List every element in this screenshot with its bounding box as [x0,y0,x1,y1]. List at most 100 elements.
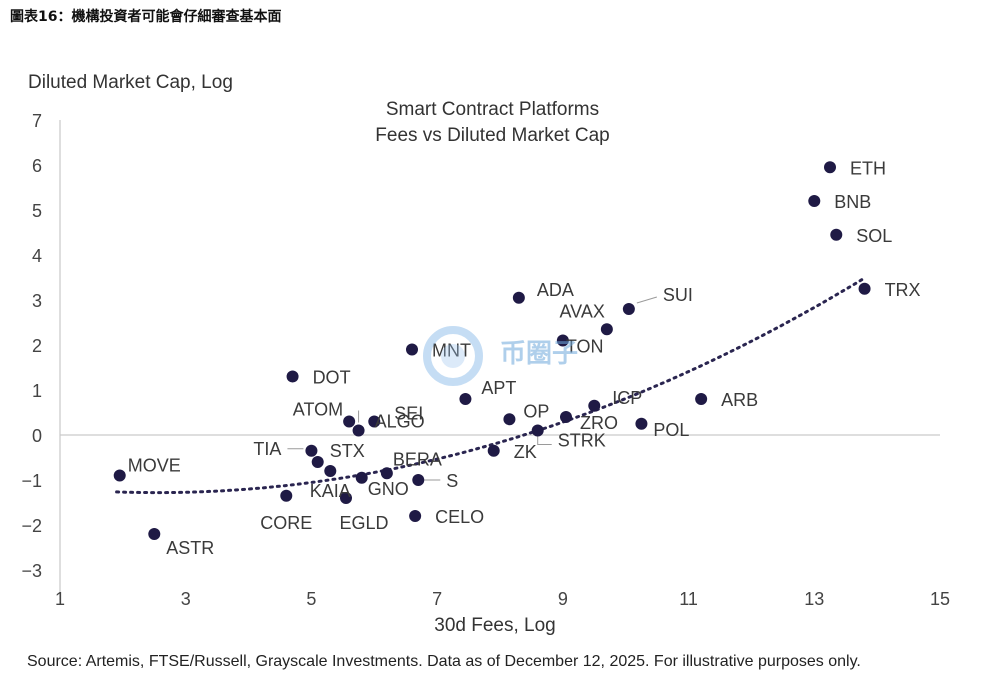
y-tick-label: 7 [32,111,42,131]
point-label-pol: POL [653,420,689,440]
x-tick-label: 11 [679,589,698,609]
y-tick-label: 3 [32,291,42,311]
data-point-sui [622,303,635,315]
chart-subtitle: Fees vs Diluted Market Cap [375,125,610,146]
point-label-trx: TRX [885,280,921,300]
data-point-tia [305,444,318,457]
data-point-move [113,469,126,482]
x-tick-label: 5 [306,589,316,609]
point-label-ton: TON [566,337,604,357]
x-tick-label: 3 [181,589,191,609]
point-label-bera: BERA [393,449,442,469]
data-point-sei [368,415,381,428]
point-label-icp: ICP [612,388,642,408]
point-label-s: S [446,471,458,491]
point-label-algo: ALGO [375,412,425,432]
y-tick-label: 4 [32,246,42,266]
point-label-ada: ADA [537,280,574,300]
data-point-algo [352,424,365,437]
data-point-zro [560,411,572,423]
point-labels: ETH BNB SOL TRX ADA SUI AVAX TON MNT DOT APT ARB ICP… [128,158,921,558]
point-label-zk: ZK [514,442,537,462]
data-point-bnb [808,195,821,207]
trendline [115,276,867,495]
label-leaders [287,296,658,481]
x-tick-label: 1 [55,589,65,609]
data-point-celo [409,510,422,522]
point-label-zro: ZRO [580,413,618,433]
x-axis-label: 30d Fees, Log [434,615,556,636]
watermark-text: 币圈子 [500,339,579,369]
data-point-ton [556,334,569,347]
figure-header: 圖表16：機構投資者可能會仔細審查基本面 [10,9,282,25]
point-label-arb: ARB [721,390,758,410]
data-point-egld [340,492,352,504]
data-point-atom [343,415,356,428]
data-point-pol [635,417,648,430]
data-point-core [280,489,293,502]
y-tick-label: −1 [21,471,42,491]
y-tick-label: −2 [21,516,42,536]
data-point-eth [824,161,836,174]
data-point-zk [487,444,500,457]
point-label-apt: APT [481,378,516,398]
data-point-sol [830,228,843,241]
data-point-dot [286,370,299,383]
data-point-stx [311,456,324,468]
point-label-bnb: BNB [834,192,871,212]
point-label-sol: SOL [856,226,892,246]
y-tick-label: 6 [32,156,42,176]
chart-title: Smart Contract Platforms [385,99,600,120]
y-tick-label: −3 [21,561,42,581]
point-label-tia: TIA [253,439,281,459]
y-tick-label: 0 [32,426,42,446]
y-tick-label: 1 [32,381,42,401]
watermark-logo-icon [423,326,483,386]
leader-line [636,296,658,304]
data-point-strk [531,424,544,437]
x-tick-label: 7 [432,589,442,609]
source-note: Source: Artemis, FTSE/Russell, Grayscale… [27,653,861,670]
point-label-avax: AVAX [559,301,604,321]
point-label-strk: STRK [558,431,606,451]
point-label-sui: SUI [663,285,693,305]
x-tick-label: 13 [804,589,824,609]
y-axis-label: Diluted Market Cap, Log [28,72,233,93]
point-label-mnt: MNT [432,341,471,361]
point-label-celo: CELO [435,507,484,527]
data-point-trx [858,282,871,295]
point-label-move: MOVE [128,456,181,476]
point-label-gno: GNO [368,479,409,499]
data-points [113,161,871,540]
y-tick-label: 2 [32,336,42,356]
data-point-icp [588,399,601,412]
point-label-sei: SEI [394,404,423,424]
point-label-stx: STX [330,441,365,461]
point-label-kaia: KAIA [310,481,351,501]
trendline-path [115,276,867,495]
y-tick-label: 5 [32,201,42,221]
data-point-apt [459,393,472,405]
x-tick-label: 15 [930,589,950,609]
data-point-mnt [406,343,418,356]
point-label-egld: EGLD [339,513,388,533]
data-point-op [503,413,516,426]
point-label-atom: ATOM [293,400,343,420]
data-point-arb [695,393,708,405]
data-point-s [412,474,425,486]
x-tick-label: 9 [558,589,568,609]
data-point-kaia [324,465,337,477]
leader-line [537,436,552,445]
point-label-eth: ETH [850,158,886,178]
point-label-op: OP [523,401,549,421]
data-point-gno [355,471,368,484]
data-point-bera [380,467,393,480]
data-point-avax [600,323,613,336]
point-label-core: CORE [260,513,312,533]
point-label-dot: DOT [313,368,351,388]
data-point-ada [512,291,525,304]
data-point-astr [148,528,161,540]
point-label-astr: ASTR [166,538,214,558]
